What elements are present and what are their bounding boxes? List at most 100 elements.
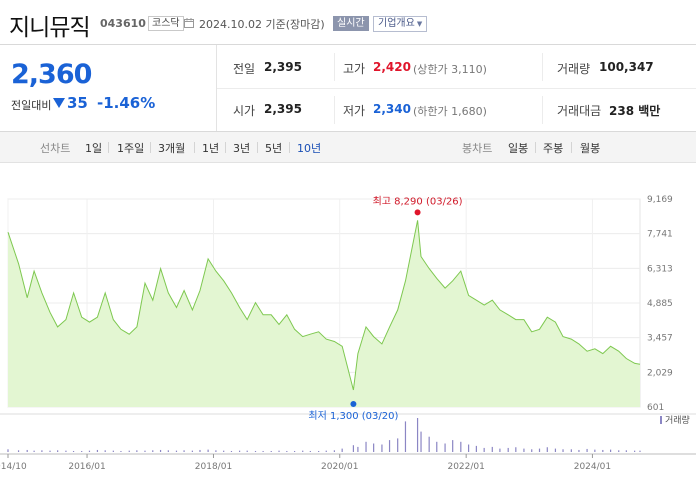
current-price-area: 2,360 전일대비 35 -1.46% — [0, 45, 217, 131]
x-tick-label: 2020/01 — [321, 462, 358, 472]
tab-3m[interactable]: 3개월 — [158, 142, 186, 155]
volume-bar — [136, 450, 138, 452]
company-overview-button[interactable]: 기업개요 ▼ — [373, 16, 428, 32]
tab-monthly[interactable]: 월봉 — [580, 142, 601, 155]
tab-10y[interactable]: 10년 — [297, 142, 322, 155]
min-annotation: 최저 1,300 (03/20) — [308, 410, 398, 422]
volume-bar — [26, 449, 28, 452]
current-price: 2,360 — [11, 59, 92, 90]
volume-bar — [286, 450, 288, 452]
volume-bar — [365, 441, 367, 452]
volume-bar — [546, 447, 548, 452]
tab-divider — [194, 142, 195, 153]
volume-bar — [302, 450, 304, 452]
price-chart: 9,169 7,741 6,313 4,885 3,457 2,029 601 2014/1… — [0, 195, 696, 472]
volume-bar — [215, 450, 217, 452]
max-marker — [414, 209, 421, 216]
y-tick-label: 2,029 — [647, 368, 673, 378]
price-line — [7, 220, 641, 391]
volume-bar — [460, 441, 462, 452]
volume-bar — [144, 450, 146, 452]
volume-bar — [49, 450, 51, 452]
tab-weekly[interactable]: 주봉 — [543, 142, 564, 155]
upper-limit: (상한가 3,110) — [413, 63, 487, 76]
x-tick-label: 2016/01 — [68, 462, 105, 472]
volume-bar — [602, 449, 604, 452]
realtime-button[interactable]: 실시간 — [333, 16, 369, 31]
price-area — [8, 220, 640, 407]
low-label: 저가 — [343, 104, 366, 118]
col-divider — [542, 96, 543, 124]
y-tick-label: 9,169 — [647, 195, 673, 205]
volume-bar — [397, 438, 399, 452]
volume-bar — [104, 450, 106, 452]
open-value: 2,395 — [264, 102, 302, 116]
quote-panel: 2,360 전일대비 35 -1.46% 전일 2,395 고가 2,420 (… — [0, 45, 696, 132]
volume-bar — [238, 450, 241, 452]
chevron-down-icon: ▼ — [416, 20, 423, 28]
y-axis: 9,169 7,741 6,313 4,885 3,457 2,029 601 — [647, 195, 673, 413]
volume-bar — [17, 450, 20, 452]
volume-bar — [499, 448, 501, 452]
volume-bar — [183, 450, 185, 452]
trade-value-label: 거래대금 — [557, 104, 602, 118]
volume-bar — [373, 443, 375, 452]
volume-bar — [388, 440, 391, 452]
x-axis: 2014/10 2016/01 2018/01 2020/01 2022/01 2024/… — [0, 454, 611, 472]
volume-bar — [634, 450, 636, 452]
volume-bar — [246, 450, 248, 452]
volume-bar — [475, 445, 477, 452]
volume-bar — [152, 450, 154, 452]
volume-bar — [72, 450, 75, 452]
volume-bar — [81, 450, 83, 452]
volume-bar — [88, 450, 91, 452]
line-chart-label: 선차트 — [40, 142, 71, 155]
x-tick-label: 2022/01 — [447, 462, 484, 472]
volume-legend: 거래량 — [665, 414, 690, 426]
volume-bar — [352, 445, 355, 452]
volume-bar — [531, 449, 533, 452]
volume-bar — [436, 441, 438, 452]
min-marker — [350, 401, 357, 408]
high-value: 2,420 — [373, 60, 411, 74]
tab-5y[interactable]: 5년 — [265, 142, 283, 155]
prev-close-value: 2,395 — [264, 60, 302, 74]
volume-bar — [404, 421, 407, 452]
volume-bar — [175, 450, 178, 452]
volume-value: 100,347 — [599, 60, 654, 74]
volume-bar — [293, 450, 296, 452]
low-value: 2,340 — [373, 102, 411, 116]
volume-bar — [167, 450, 169, 452]
tab-3y[interactable]: 3년 — [233, 142, 251, 155]
volume-bar — [618, 450, 620, 452]
tab-1y[interactable]: 1년 — [202, 142, 220, 155]
tab-divider — [289, 142, 290, 153]
stock-name: 지니뮤직 — [9, 15, 91, 41]
volume-bar — [325, 450, 327, 452]
volume-bar — [444, 443, 446, 452]
volume-bar — [341, 448, 343, 452]
volume-bar — [483, 447, 485, 452]
volume-bar — [452, 440, 454, 452]
volume-bar — [199, 449, 201, 452]
volume-bar — [262, 450, 264, 452]
y-tick-label: 6,313 — [647, 264, 673, 274]
max-annotation: 최고 8,290 (03/26) — [373, 195, 463, 207]
market-badge: 코스닥 — [148, 16, 184, 31]
volume-bar — [65, 450, 67, 452]
volume-bar — [570, 449, 572, 452]
volume-bar — [578, 449, 580, 452]
volume-bar — [357, 446, 359, 452]
volume-bar — [609, 449, 612, 452]
volume-bar — [554, 448, 557, 452]
stock-header: 지니뮤직 043610 코스닥 2024.10.02 기준(장마감) 실시간 기… — [0, 0, 696, 45]
volume-bar — [562, 449, 564, 452]
change-value: 35 — [67, 94, 88, 112]
volume-bar — [207, 449, 209, 452]
volume-bar — [594, 449, 596, 452]
tab-1d[interactable]: 1일 — [85, 142, 103, 155]
tab-daily[interactable]: 일봉 — [508, 142, 529, 155]
prev-close-label: 전일 — [233, 62, 256, 76]
volume-bar — [538, 448, 541, 452]
tab-1w[interactable]: 1주일 — [117, 142, 145, 155]
